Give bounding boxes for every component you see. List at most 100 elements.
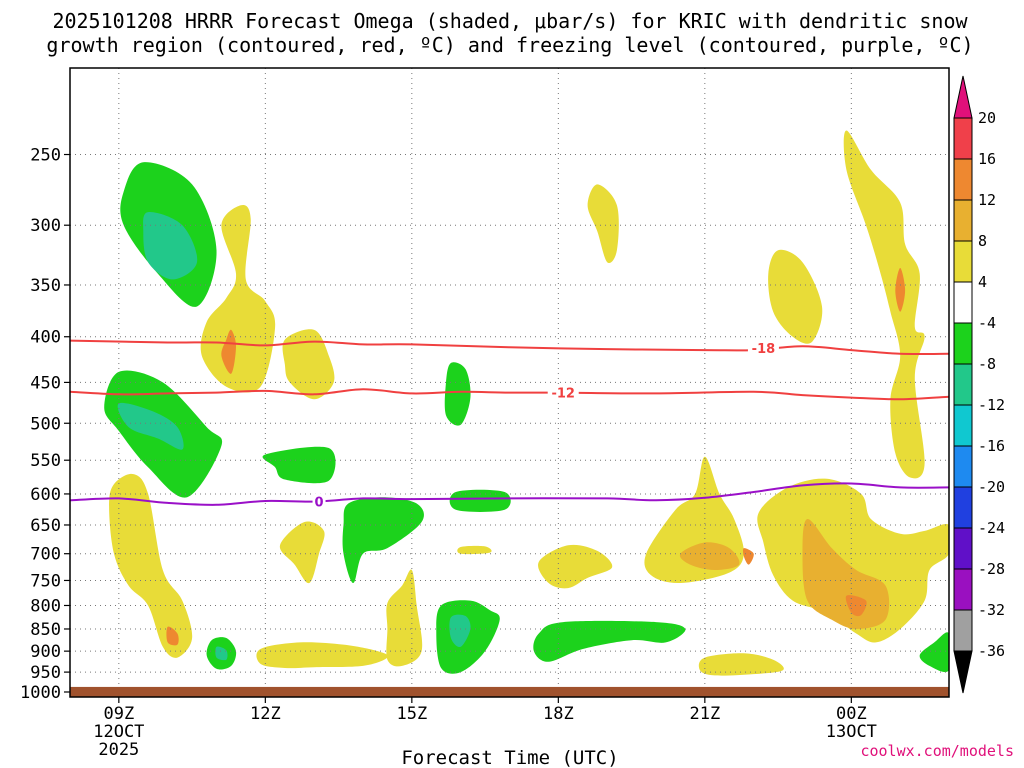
colorbar-label--24: -24 [978, 519, 1005, 537]
omega-region-positive-22 [679, 542, 740, 570]
omega-region-positive-15 [166, 626, 179, 646]
y-tick-label-500: 500 [30, 414, 61, 434]
contour-label-bg-2 [312, 493, 326, 509]
colorbar-label--8: -8 [978, 355, 996, 373]
chart-title-line-1: 2025101208 HRRR Forecast Omega (shaded, … [52, 9, 968, 33]
y-tick-label-800: 800 [30, 596, 61, 616]
colorbar-label--32: -32 [978, 601, 1005, 619]
x-tick-label-15Z-0: 15Z [396, 704, 427, 724]
omega-region-positive-25 [802, 518, 890, 629]
omega-region-positive-10 [587, 184, 619, 264]
x-tick-label-18Z-0: 18Z [543, 704, 574, 724]
omega-region-positive-29 [256, 642, 389, 669]
colorbar-bin--8-to--4 [953, 322, 973, 365]
y-tick-label-900: 900 [30, 642, 61, 662]
omega-region-positive-20 [538, 544, 613, 589]
colorbar-bin--4-to-4 [953, 281, 973, 324]
contour-line-2 [70, 482, 949, 506]
omega-region-negative-17 [342, 497, 424, 583]
x-tick-label-00Z-0: 00Z [836, 704, 867, 724]
x-tick-label-00Z-1: 13OCT [826, 722, 877, 742]
y-tick-label-850: 850 [30, 620, 61, 640]
colorbar-top-arrow [953, 75, 973, 119]
colorbar-bin--12-to--8 [953, 363, 973, 406]
colorbar-bin--20-to--16 [953, 445, 973, 488]
omega-region-negative-7 [262, 446, 336, 484]
y-tick-label-650: 650 [30, 516, 61, 536]
x-tick-label-09Z-0: 09Z [103, 704, 134, 724]
colorbar-label--36: -36 [978, 642, 1005, 660]
chart-title-line-2: growth region (contoured, red, ºC) and f… [46, 33, 973, 57]
omega-region-positive-26 [845, 595, 867, 617]
omega-region-positive-24 [757, 478, 949, 643]
omega-region-positive-5 [221, 329, 236, 374]
omega-region-negative-3 [117, 402, 184, 450]
omega-region-positive-33 [698, 653, 784, 676]
y-tick-label-950: 950 [30, 663, 61, 683]
contour-label-1: -12 [551, 387, 575, 402]
y-axis: 2503003504004505005506006507007508008509… [20, 146, 70, 703]
omega-region-positive-12 [843, 130, 925, 479]
colorbar-label-20: 20 [978, 109, 996, 127]
colorbar-bin--32-to--28 [953, 568, 973, 611]
omega-region-negative-34 [919, 632, 949, 673]
ground-surface-band [70, 686, 949, 697]
colorbar-legend: 20 16 12 8 4 -4 -8 -12 -16 -20 -24 -28 -32 -36 [953, 75, 1005, 694]
omega-region-negative-30 [436, 600, 500, 674]
x-tick-label-09Z-2: 2025 [98, 740, 139, 760]
colorbar-label-4: 4 [978, 273, 987, 291]
y-tick-label-400: 400 [30, 328, 61, 348]
colorbar-bin-12-to-16 [953, 158, 973, 201]
x-tick-label-21Z-0: 21Z [689, 704, 720, 724]
omega-region-positive-14 [109, 473, 193, 658]
plot-area: -18 -12 0 [69, 67, 950, 698]
omega-region-negative-28 [215, 646, 228, 661]
colorbar-label-8: 8 [978, 232, 987, 250]
omega-region-positive-23 [742, 548, 754, 565]
omega-region-positive-11 [768, 249, 823, 344]
contour-line-0 [70, 339, 949, 356]
watermark: coolwx.com/models [860, 742, 1014, 760]
omega-region-negative-1 [143, 211, 198, 280]
y-tick-label-700: 700 [30, 545, 61, 565]
y-tick-label-600: 600 [30, 485, 61, 505]
contour-line-1 [70, 388, 949, 401]
colorbar-label--12: -12 [978, 396, 1005, 414]
omega-region-positive-6 [282, 329, 335, 400]
omega-shaded-regions [104, 130, 949, 676]
contour-label-2: 0 [315, 496, 324, 511]
colorbar-label--16: -16 [978, 437, 1005, 455]
colorbar-bin-16-to-20 [953, 117, 973, 160]
y-tick-label-550: 550 [30, 451, 61, 471]
omega-region-positive-19 [457, 545, 492, 555]
colorbar-bin--24-to--20 [953, 486, 973, 529]
omega-region-negative-31 [449, 614, 471, 648]
contour-label-bg-0 [747, 340, 779, 356]
colorbar-bin--36-to--32 [953, 609, 973, 652]
colorbar-label-12: 12 [978, 191, 996, 209]
temperature-contours: -18 -12 0 [70, 339, 949, 511]
y-tick-label-250: 250 [30, 146, 61, 166]
x-tick-label-12Z-0: 12Z [250, 704, 281, 724]
omega-region-negative-9 [449, 489, 511, 512]
y-tick-label-1000: 1000 [20, 683, 61, 703]
x-tick-label-09Z-1: 12OCT [93, 722, 144, 742]
colorbar-bin-4-to-8 [953, 240, 973, 283]
y-tick-label-750: 750 [30, 571, 61, 591]
colorbar-bin-8-to-12 [953, 199, 973, 242]
omega-region-positive-18 [386, 569, 423, 667]
omega-region-negative-8 [444, 362, 471, 426]
colorbar-bin--28-to--24 [953, 527, 973, 570]
omega-region-negative-32 [533, 620, 686, 662]
y-tick-label-350: 350 [30, 276, 61, 296]
contour-label-0: -18 [752, 342, 776, 357]
colorbar-label--4: -4 [978, 314, 996, 332]
colorbar-label-16: 16 [978, 150, 996, 168]
omega-region-positive-16 [279, 521, 325, 584]
omega-region-positive-13 [895, 268, 906, 312]
x-axis-label: Forecast Time (UTC) [401, 747, 618, 768]
contour-label-bg-1 [547, 384, 579, 400]
colorbar-bottom-arrow [953, 650, 973, 694]
